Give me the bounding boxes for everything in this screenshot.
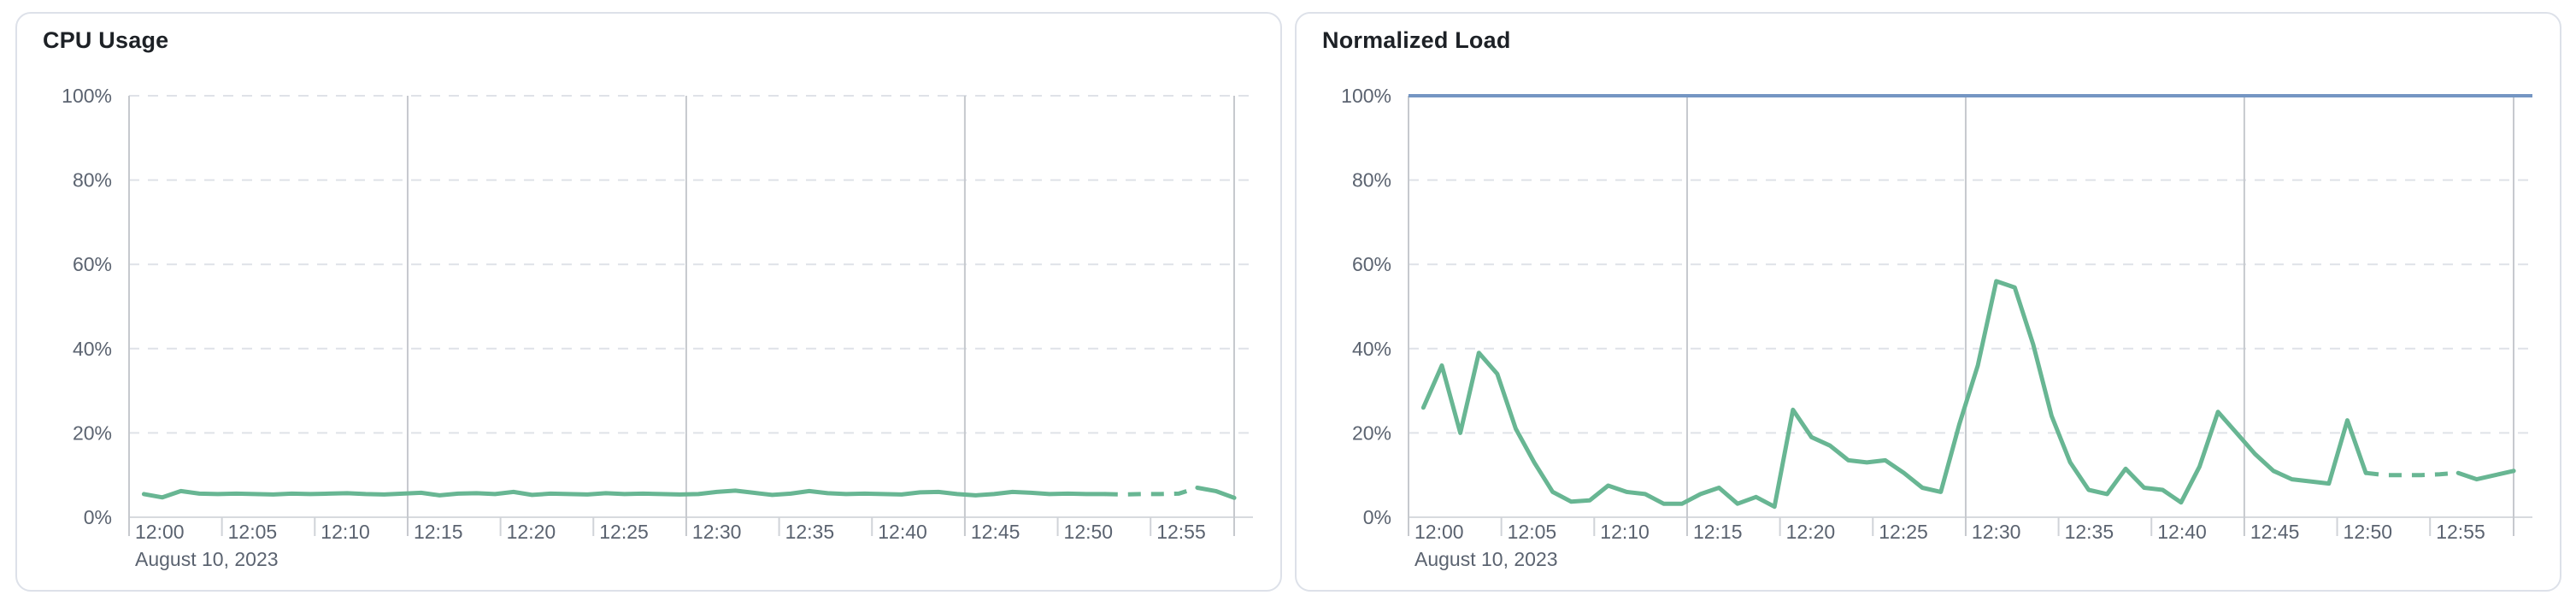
normalized-load-line (2455, 469, 2516, 482)
cpu-usage-line-partial (1104, 486, 1198, 497)
y-axis-labels: 0% 20% 40% 60% 80% 100% (1341, 85, 1391, 528)
x-axis-label: 12:50 (1064, 521, 1114, 543)
y-axis-label: 80% (73, 169, 112, 192)
y-axis-label: 0% (84, 506, 112, 528)
cpu-usage-line (1195, 486, 1237, 500)
y-axis-label: 80% (1352, 169, 1391, 192)
panel-title: CPU Usage (43, 27, 169, 53)
x-axis-label: 12:30 (692, 521, 742, 543)
x-axis-label: 12:55 (1156, 521, 1206, 543)
normalized-load-chart[interactable]: 0%20%40%60%80%100%12:00 12:05 12:10 12:15 12… (1297, 14, 2560, 590)
y-axis-label: 100% (1341, 85, 1391, 107)
x-gridlines (128, 96, 1235, 536)
y-axis-label: 20% (73, 421, 112, 444)
cpu-usage-line (141, 488, 1108, 500)
y-gridlines (129, 95, 1253, 518)
cpu-usage-chart[interactable]: 0%20%40%60%80%100%12:00 12:05 12:10 12:15 12… (17, 14, 1280, 590)
x-axis-label: 12:00 (1414, 521, 1464, 543)
x-axis-label: 12:45 (971, 521, 1020, 543)
x-axis-label: 12:20 (507, 521, 556, 543)
x-axis-label: 12:50 (2344, 521, 2393, 543)
x-axis-labels: 12:00 12:05 12:10 12:15 12:20 12:25 12:30 12:35… (1414, 521, 2485, 570)
normalized-load-panel: 0% 20% 40% 60% 80% 100% 12:00 12:05 12:10 12:15 12… (1295, 12, 2561, 592)
x-gridlines (1408, 96, 2514, 536)
x-axis-label: 12:10 (321, 521, 370, 543)
y-axis-label: 20% (1352, 421, 1391, 444)
y-axis-label: 100% (62, 85, 112, 107)
x-axis-label: 12:45 (2250, 521, 2300, 543)
y-axis-label: 40% (1352, 338, 1391, 360)
x-axis-label: 12:05 (228, 521, 278, 543)
x-axis-label: 12:25 (599, 521, 649, 543)
x-axis-label: 12:05 (1508, 521, 1557, 543)
x-axis-label: 12:55 (2436, 521, 2485, 543)
x-axis-label: 12:35 (785, 521, 835, 543)
x-axis-label: 12:10 (1600, 521, 1650, 543)
x-axis-label: 12:15 (1693, 521, 1743, 543)
y-gridlines (1409, 95, 2532, 518)
normalized-load-line (1420, 279, 2368, 510)
date-label: August 10, 2023 (1414, 548, 1558, 570)
y-axis-label: 60% (73, 253, 112, 275)
y-axis-label: 60% (1352, 253, 1391, 275)
normalized-load-line-partial (2365, 470, 2459, 478)
x-axis-label: 12:40 (2157, 521, 2207, 543)
panel-title: Normalized Load (1322, 27, 1511, 53)
y-axis-label: 0% (1363, 506, 1391, 528)
x-axis-label: 12:00 (135, 521, 185, 543)
x-axis-labels: 12:00 12:05 12:10 12:15 12:20 12:25 12:30 12:35… (135, 521, 1206, 570)
date-label: August 10, 2023 (135, 548, 279, 570)
x-axis-label: 12:20 (1786, 521, 1836, 543)
y-axis-labels: 0% 20% 40% 60% 80% 100% (62, 85, 112, 528)
cpu-usage-panel: 0% 20% 40% 60% 80% 100% 12:00 12:05 12:10 12:15 12… (15, 12, 1282, 592)
x-axis-label: 12:40 (878, 521, 927, 543)
x-axis-label: 12:15 (414, 521, 463, 543)
x-axis-label: 12:30 (1972, 521, 2021, 543)
y-axis-label: 40% (73, 338, 112, 360)
x-axis-label: 12:25 (1879, 521, 1928, 543)
x-axis-label: 12:35 (2065, 521, 2114, 543)
